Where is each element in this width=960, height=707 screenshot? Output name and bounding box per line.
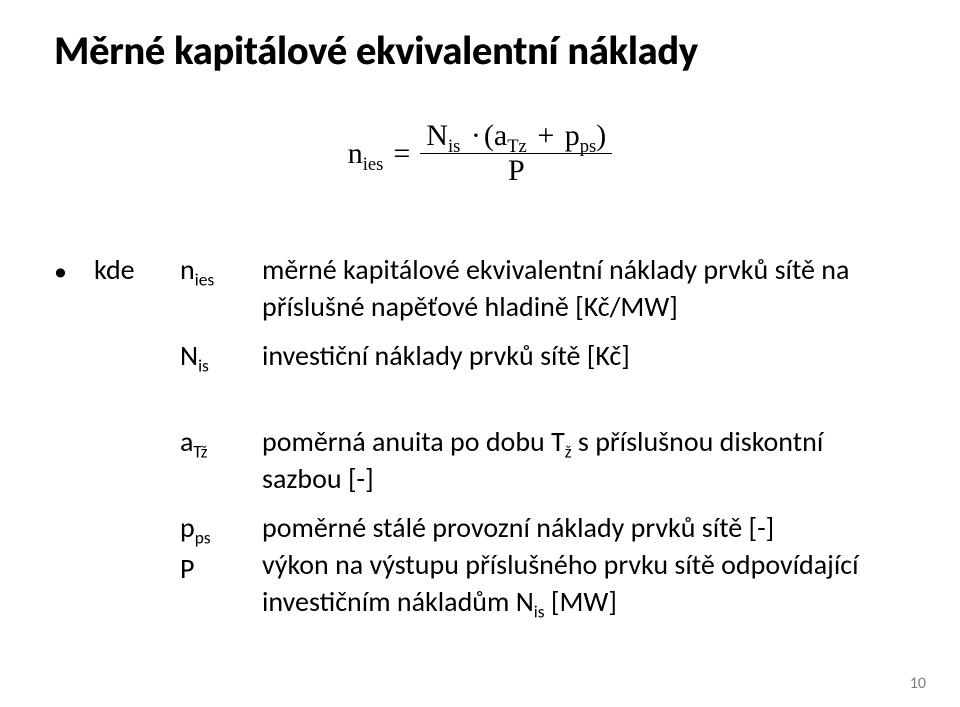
formula-denominator: P xyxy=(420,153,612,186)
formula-fraction: Nis ·(aTz + pps) P xyxy=(420,121,612,186)
sym-a-Tz: aTž xyxy=(180,420,236,506)
definitions: • kde nies Nis aTž pps P měrné kapitálov… xyxy=(54,248,906,632)
formula-left: nies xyxy=(348,139,384,169)
desc-n-ies: měrné kapitálové ekvivalentní náklady pr… xyxy=(262,248,906,334)
page-number: 10 xyxy=(910,674,926,693)
slide-page: Měrné kapitálové ekvivalentní náklady ni… xyxy=(0,0,960,707)
sym-p-ps-and-P: pps P xyxy=(180,506,236,632)
description-column: měrné kapitálové ekvivalentní náklady pr… xyxy=(262,248,906,632)
kde-label: kde xyxy=(94,248,154,287)
desc-a-Tz: poměrná anuita po dobu Tž s příslušnou d… xyxy=(262,420,906,506)
sym-N-is: Nis xyxy=(180,334,236,420)
page-title: Měrné kapitálové ekvivalentní náklady xyxy=(54,26,906,75)
bullet: • xyxy=(54,248,68,284)
desc-p-ps-and-P: poměrné stálé provozní náklady prvků sít… xyxy=(262,506,906,632)
formula-equals: = xyxy=(393,139,410,169)
formula-numerator: Nis ·(aTz + pps) xyxy=(420,121,612,153)
sym-n-ies: nies xyxy=(180,248,236,334)
desc-N-is: investiční náklady prvků sítě [Kč] xyxy=(262,334,906,420)
symbol-column: nies Nis aTž pps P xyxy=(180,248,236,632)
formula: nies = Nis ·(aTz + pps) P xyxy=(54,121,906,186)
